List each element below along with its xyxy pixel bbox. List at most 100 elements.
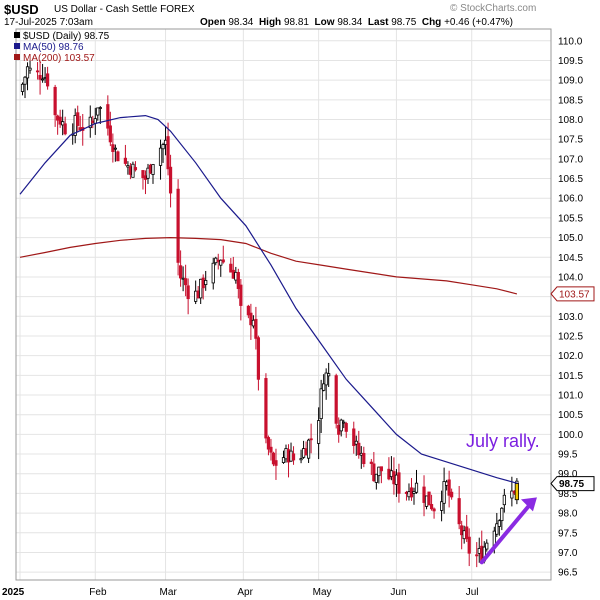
candle-body: [96, 107, 100, 116]
candle-body: [450, 491, 454, 498]
candle-body: [445, 481, 449, 486]
candle-body: [477, 548, 481, 554]
july-rally-annotation: July rally.: [466, 431, 540, 451]
candle-body: [284, 448, 288, 460]
candle-body: [111, 144, 115, 152]
candle-body: [301, 448, 306, 458]
candle-body: [199, 278, 203, 299]
candle-body: [256, 337, 261, 380]
candle-body: [467, 536, 471, 554]
y-tick-label: 106.0: [558, 194, 583, 205]
candle-body: [281, 457, 286, 463]
y-tick-label: 99.0: [558, 469, 578, 480]
candle-body: [239, 284, 243, 306]
candle-body: [309, 438, 313, 441]
candle-body: [91, 120, 95, 123]
candle-body: [28, 67, 32, 71]
legend-ma200: MA(200) 103.57: [14, 53, 95, 64]
ohlc-summary: Open 98.34 High 98.81 Low 98.34 Last 98.…: [200, 17, 513, 28]
candle-body: [337, 424, 341, 435]
arrow-shaft: [479, 501, 533, 565]
arrow-head: [520, 497, 537, 512]
candle-body: [148, 164, 153, 174]
candle-body: [143, 175, 148, 180]
legend-ma200-swatch: [14, 54, 20, 60]
open-label: Open: [200, 17, 226, 28]
y-tick-label: 105.5: [558, 213, 583, 224]
last-price-tag: 98.75: [559, 479, 584, 490]
candle-body: [357, 442, 361, 456]
candle-body: [216, 259, 220, 262]
candle-body: [163, 139, 168, 146]
candle-body: [221, 259, 225, 263]
candle-body: [485, 542, 489, 550]
candle-body: [201, 277, 205, 289]
candle-body: [93, 118, 97, 124]
candle-body: [422, 486, 426, 503]
x-tick-label: Feb: [89, 587, 107, 598]
candle-body: [500, 507, 504, 522]
candle-body: [397, 472, 401, 494]
candle-body: [465, 526, 469, 540]
candle-body: [389, 470, 394, 477]
candle-body: [236, 272, 240, 289]
candle-body: [502, 494, 506, 506]
y-tick-label: 109.0: [558, 76, 583, 87]
legend-price-label: $USD (Daily) 98.75: [23, 31, 110, 42]
candle-body: [43, 77, 47, 80]
candle-body: [475, 554, 479, 557]
candle-body: [214, 257, 218, 264]
y-tick-label: 99.5: [558, 450, 578, 461]
x-tick-label: 2025: [2, 587, 25, 598]
candle-body: [334, 375, 338, 424]
candle-body: [377, 466, 381, 477]
candle-body: [409, 487, 414, 498]
candle-body: [46, 73, 50, 87]
candle-body: [133, 167, 138, 171]
high-value: 98.81: [283, 17, 309, 28]
candle-body: [414, 482, 419, 493]
candle-body: [251, 319, 255, 327]
y-tick-label: 107.0: [558, 154, 583, 165]
y-tick-label: 104.5: [558, 253, 583, 264]
candle-body: [322, 383, 326, 391]
candle-body: [106, 104, 110, 129]
candle-body: [229, 263, 233, 273]
y-tick-label: 104.0: [558, 272, 583, 283]
candle-body: [392, 471, 396, 485]
candle-body: [23, 76, 27, 85]
candlesticks: [20, 60, 519, 568]
candle-body: [123, 157, 127, 164]
legend-price: $USD (Daily) 98.75: [14, 31, 109, 42]
source-credit: © StockCharts.com: [450, 3, 537, 14]
candle-body: [266, 437, 271, 450]
candle-body: [158, 147, 163, 166]
candle-body: [161, 144, 165, 150]
last-value: 98.75: [391, 17, 417, 28]
candle-body: [344, 423, 348, 432]
candle-body: [181, 277, 185, 280]
low-value: 98.34: [337, 17, 363, 28]
y-tick-label: 109.5: [558, 56, 583, 67]
candle-body: [63, 123, 67, 135]
candle-body: [447, 479, 451, 496]
candle-body: [342, 421, 346, 424]
y-tick-label: 101.5: [558, 371, 583, 382]
price-tags: 103.57 98.75: [550, 286, 595, 492]
y-tick-label: 103.0: [558, 312, 583, 323]
y-tick-label: 108.0: [558, 115, 583, 126]
candle-body: [299, 458, 303, 461]
candle-body: [56, 115, 60, 121]
candle-body: [249, 312, 253, 326]
high-label: High: [258, 17, 282, 28]
candle-body: [359, 452, 363, 456]
candle-body: [352, 428, 356, 446]
y-tick-label: 107.5: [558, 135, 583, 146]
candle-body: [219, 259, 223, 266]
candle-body: [113, 147, 117, 150]
candle-body: [76, 112, 80, 126]
plot-border: [15, 28, 552, 581]
legend-ma200-label: MA(200) 103.57: [23, 53, 95, 64]
y-tick-label: 97.0: [558, 548, 578, 559]
candle-body: [128, 166, 133, 175]
